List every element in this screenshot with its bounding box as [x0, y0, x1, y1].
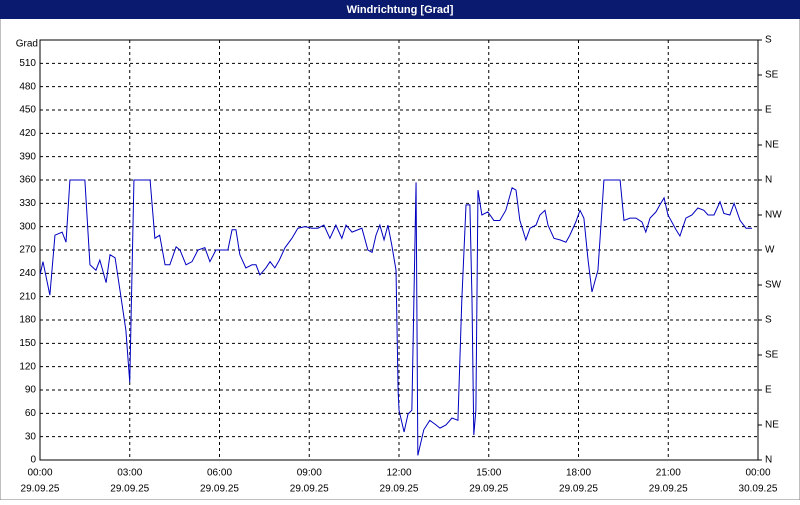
x-tick-date: 29.09.25	[559, 484, 598, 495]
y-tick-label: 300	[19, 221, 36, 232]
x-tick-label: 09:00	[297, 468, 322, 479]
y-tick-label: 180	[19, 315, 36, 326]
y-tick-label: 390	[19, 151, 36, 162]
y2-tick-label: E	[765, 385, 772, 396]
y-tick-label: 360	[19, 175, 36, 186]
y-tick-label: 240	[19, 268, 36, 279]
y2-tick-label: NE	[765, 420, 779, 431]
x-tick-label: 00:00	[745, 468, 770, 479]
y-tick-label: 330	[19, 198, 36, 209]
y-tick-label: 90	[25, 385, 37, 396]
x-tick-label: 06:00	[207, 468, 232, 479]
title-bar	[0, 0, 800, 19]
y-tick-label: 210	[19, 291, 36, 302]
y-tick-label: 420	[19, 128, 36, 139]
data-line	[39, 179, 753, 456]
y2-tick-label: W	[765, 245, 775, 256]
x-tick-label: 18:00	[566, 468, 591, 479]
y2-tick-label: SE	[765, 70, 779, 81]
y-tick-label: 30	[25, 431, 37, 442]
y-tick-label: 60	[25, 408, 37, 419]
y-tick-label: 120	[19, 361, 36, 372]
y2-tick-label: SW	[765, 280, 782, 291]
y2-tick-label: N	[765, 455, 772, 466]
x-tick-date: 30.09.25	[739, 484, 778, 495]
y-tick-label: 270	[19, 245, 36, 256]
y2-tick-label: S	[765, 315, 772, 326]
y2-tick-label: SE	[765, 350, 779, 361]
y-tick-label: 510	[19, 58, 36, 69]
y-tick-label: 450	[19, 105, 36, 116]
x-tick-date: 29.09.25	[649, 484, 688, 495]
x-tick-label: 03:00	[117, 468, 142, 479]
x-tick-label: 15:00	[476, 468, 501, 479]
y-tick-label: 0	[30, 455, 36, 466]
x-tick-label: 21:00	[656, 468, 681, 479]
y-axis-label: Grad	[16, 39, 38, 50]
chart-title: Windrichtung [Grad]	[347, 4, 454, 16]
y2-tick-label: NE	[765, 140, 779, 151]
y2-tick-label: N	[765, 175, 772, 186]
x-tick-date: 29.09.25	[21, 484, 60, 495]
x-tick-date: 29.09.25	[469, 484, 508, 495]
x-tick-date: 29.09.25	[110, 484, 149, 495]
x-tick-date: 29.09.25	[290, 484, 329, 495]
y2-tick-label: NW	[765, 210, 782, 221]
y2-tick-label: E	[765, 105, 772, 116]
y-tick-label: 480	[19, 81, 36, 92]
x-tick-label: 12:00	[386, 468, 411, 479]
y-tick-label: 150	[19, 338, 36, 349]
x-tick-label: 00:00	[27, 468, 52, 479]
x-tick-date: 29.09.25	[200, 484, 239, 495]
x-tick-date: 29.09.25	[380, 484, 419, 495]
y2-tick-label: S	[765, 35, 772, 46]
